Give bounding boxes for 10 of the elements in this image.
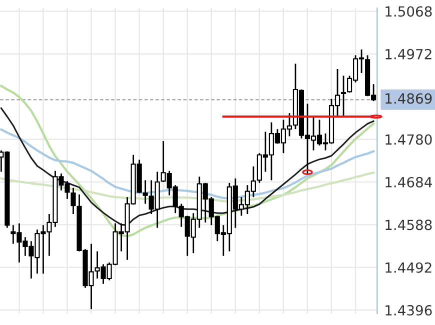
y-tick-label: 1.5068 [386,6,432,17]
y-tick-label: 1.4588 [386,220,432,230]
ref-line-label: 1.4869 [386,93,432,104]
y-tick-label: 1.4780 [386,134,432,145]
line-series [0,107,374,226]
y-tick-label: 1.4492 [386,262,432,273]
y-tick-label: 1.4684 [386,176,432,188]
y-tick-label: 1.4396 [386,305,432,316]
line-series [0,84,375,238]
y-tick-label: 1.4972 [386,48,432,60]
